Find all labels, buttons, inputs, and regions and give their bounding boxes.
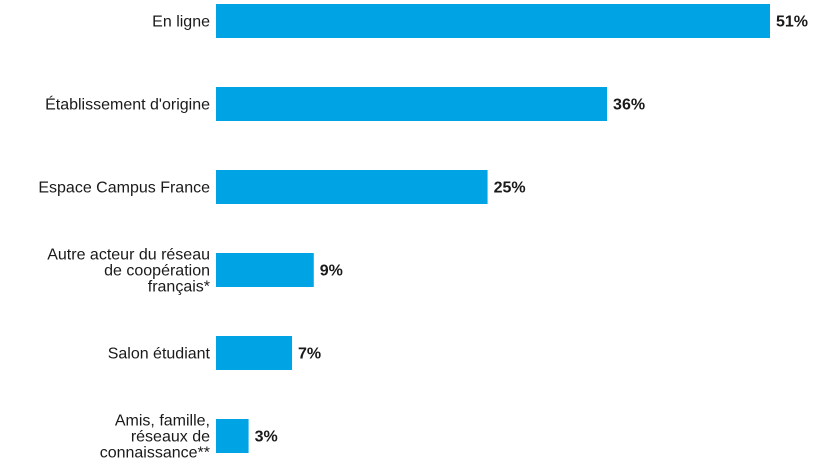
bar-5 <box>216 419 249 453</box>
value-label-4: 7% <box>298 346 321 363</box>
category-label-line: français* <box>148 279 210 296</box>
bar-1 <box>216 87 608 121</box>
category-label-4: Salon étudiant <box>108 346 211 363</box>
category-label-line: Établissement d'origine <box>45 95 210 114</box>
value-label-2: 25% <box>494 180 526 197</box>
category-label-line: En ligne <box>152 14 210 31</box>
value-label-3: 9% <box>320 263 343 280</box>
category-label-0: En ligne <box>152 14 210 31</box>
category-label-2: Espace Campus France <box>38 180 210 197</box>
bar-4 <box>216 336 293 370</box>
category-label-3: Autre acteur du réseau de coopération fran… <box>47 247 210 296</box>
category-label-line: connaissance** <box>100 445 210 459</box>
bar-3 <box>216 253 314 287</box>
category-label-line: Salon étudiant <box>108 346 211 363</box>
category-label-5: Amis, famille, réseaux de connaissance** <box>100 413 210 459</box>
category-label-1: Établissement d'origine <box>45 95 210 114</box>
bar-2 <box>216 170 488 204</box>
category-label-line: de coopération <box>104 263 210 280</box>
category-label-line: Amis, famille, <box>115 413 210 430</box>
category-label-line: Espace Campus France <box>38 180 210 197</box>
value-label-5: 3% <box>255 429 278 446</box>
category-label-line: réseaux de <box>131 429 210 446</box>
value-label-0: 51% <box>776 14 808 31</box>
category-label-line: Autre acteur du réseau <box>47 247 210 264</box>
bar-0 <box>216 4 770 38</box>
value-label-1: 36% <box>613 97 645 114</box>
